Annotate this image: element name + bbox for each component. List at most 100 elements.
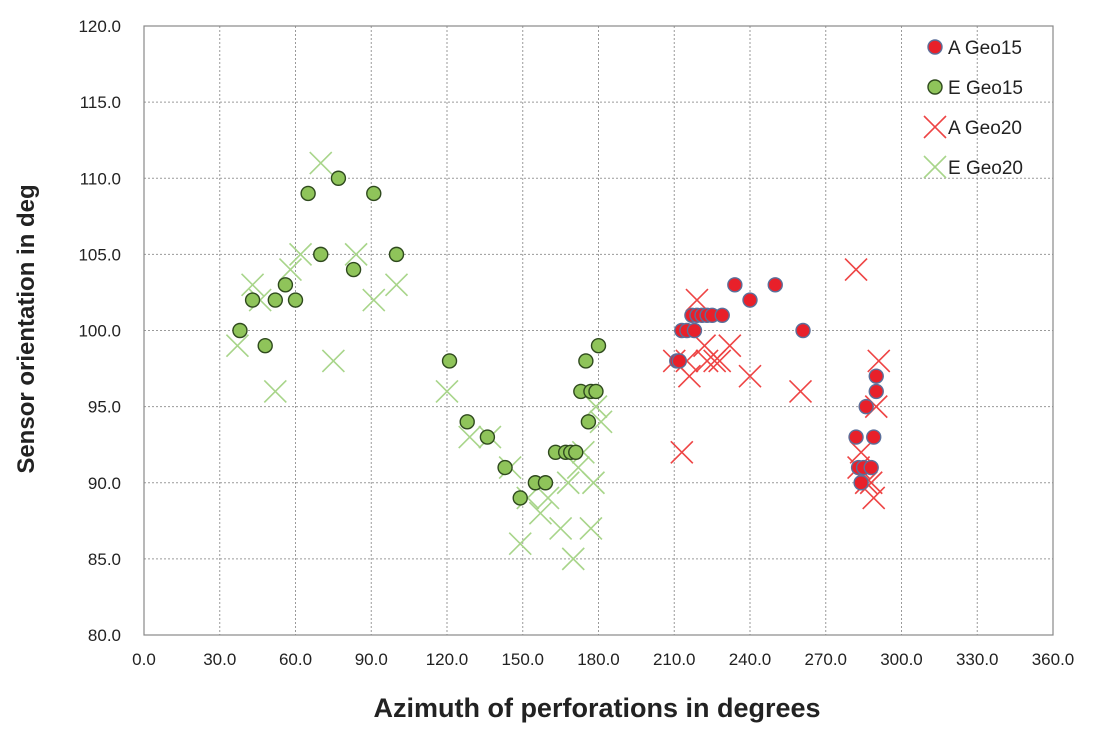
a-geo20-point [738,364,762,388]
x-tick-label: 30.0 [203,650,236,669]
e-geo20-point [589,410,613,434]
a-geo15-point [863,459,879,476]
e-geo15-point [537,475,554,491]
e-geo15-point [300,185,316,202]
a-geo20-point [677,364,701,388]
y-tick-label: 105.0 [78,245,121,264]
a-geo20-point [867,349,891,373]
a-geo15-point [858,398,874,415]
a-geo15-point [866,429,882,445]
legend: A Geo15 E Geo15 A Geo20 E Geo20 [923,38,1023,179]
e-geo20-point [384,273,409,297]
a-geo20-point [862,486,886,510]
e-geo20-point [579,516,603,540]
legend-label-e-geo15: E Geo15 [948,78,1023,99]
e-geo20-point [309,151,333,175]
legend-marker-a-geo20 [923,115,947,139]
legend-label-e-geo20: E Geo20 [948,158,1023,179]
e-geo20-point [549,516,573,540]
e-geo15-point [497,459,513,476]
e-geo15-point [512,490,528,506]
e-geo15-point [345,261,362,278]
e-geo20-point [321,349,345,373]
x-tick-label: 0.0 [132,650,156,669]
y-tick-label: 100.0 [78,322,121,341]
x-tick-label: 240.0 [729,650,772,669]
x-tick-label: 330.0 [956,650,999,669]
x-tick-label: 120.0 [426,650,469,669]
x-tick-label: 90.0 [355,650,388,669]
e-geo20-point [362,288,386,312]
a-geo15-point [742,292,758,308]
a-geo15-point [853,475,869,491]
e-geo15-point [267,292,283,308]
e-geo15-point [578,353,594,369]
a-geo20-point [708,349,732,373]
e-geo20-point [584,395,608,419]
e-geo20-point [561,547,585,571]
e-geo15-point [287,292,304,308]
e-geo15-point [388,246,405,263]
e-geo15-point [330,170,347,186]
legend-label-a-geo20: A Geo20 [948,118,1022,139]
a-geo20-point [859,471,883,495]
e-geo20-point [263,379,287,403]
x-axis-tick-labels: 0.0 30.0 60.0 90.0 120.0 150.0 180.0 210.0 240.0… [132,650,1074,669]
y-tick-label: 110.0 [80,169,121,188]
x-tick-label: 60.0 [279,650,312,669]
e-geo20-point [225,334,249,358]
x-tick-label: 150.0 [501,650,544,669]
e-geo20-point [288,242,313,266]
a-geo20-point [695,349,719,373]
x-tick-label: 360.0 [1032,650,1075,669]
x-tick-label: 300.0 [880,650,923,669]
a-geo15-point [714,307,730,323]
a-geo20-point [849,440,873,464]
e-geo15-point [232,322,248,339]
a-geo20-point [670,440,694,464]
a-geo15-point [868,383,884,400]
a-geo15-point [795,322,811,339]
x-axis-title: Azimuth of perforations in degrees [373,693,820,723]
x-tick-label: 180.0 [577,650,620,669]
y-tick-label: 115.0 [80,93,121,112]
legend-label-a-geo15: A Geo15 [948,38,1022,59]
y-axis-title: Sensor orientation in deg [13,184,40,473]
e-geo15-point [277,277,294,293]
e-geo20-point [556,471,580,495]
a-geo20-point [864,395,888,419]
x-tick-label: 270.0 [804,650,847,669]
y-tick-label: 120.0 [78,17,121,36]
e-geo15-point [588,383,604,400]
a-geo20-point [685,288,709,312]
legend-marker-e-geo20 [923,155,947,179]
e-geo15-point [244,292,261,308]
e-geo15-point [313,246,329,263]
e-geo15-point [441,353,458,369]
e-geo20-point [528,501,552,525]
e-geo15-point [366,185,382,202]
a-geo15-point [727,277,743,293]
y-tick-label: 95.0 [88,398,121,417]
plot-area [143,25,1054,636]
e-geo20-point [508,532,532,556]
legend-marker-a-geo15 [927,39,943,55]
a-geo15-point [686,322,703,339]
a-geo15-point [767,277,783,293]
e-geo15-point [568,444,584,460]
e-geo20-point [278,258,303,282]
e-geo15-point [580,414,597,430]
e-geo15-point [257,338,273,354]
legend-marker-e-geo15 [927,79,943,95]
y-tick-label: 90.0 [88,474,121,493]
e-geo15-point [590,338,607,354]
data-points [225,151,891,571]
y-tick-label: 80.0 [88,626,121,645]
a-geo15-point [671,353,687,369]
e-geo20-point [344,242,368,266]
e-geo20-point [458,425,482,449]
e-geo15-point [459,414,475,430]
a-geo20-point [788,379,813,403]
e-geo20-point [435,379,459,403]
